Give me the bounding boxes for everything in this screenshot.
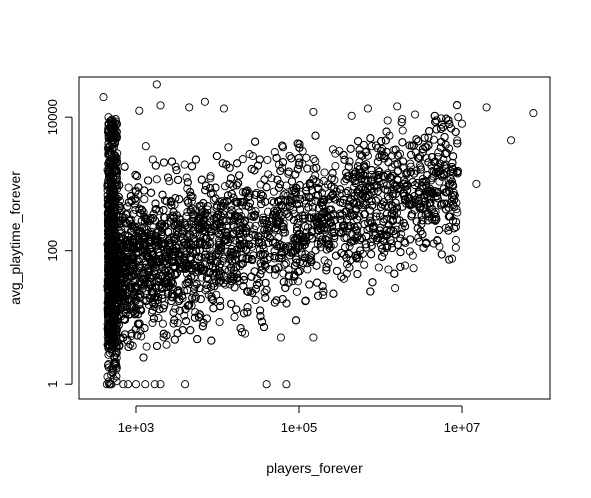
data-point	[347, 145, 354, 152]
data-point	[435, 226, 442, 233]
data-point	[448, 125, 455, 132]
data-point	[341, 156, 348, 163]
data-point	[433, 126, 440, 133]
data-point	[399, 127, 406, 134]
data-point	[361, 261, 368, 268]
data-point	[163, 341, 170, 348]
data-point	[374, 158, 381, 165]
data-point	[312, 158, 319, 165]
data-point	[310, 155, 317, 162]
data-point	[183, 174, 190, 181]
data-point	[302, 298, 309, 305]
data-points	[100, 81, 537, 388]
data-point	[354, 270, 361, 277]
data-point	[384, 117, 391, 124]
data-point	[152, 162, 159, 169]
data-point	[372, 197, 379, 204]
data-point	[368, 251, 375, 258]
data-point	[281, 261, 288, 268]
data-point	[313, 262, 320, 269]
data-point	[252, 138, 259, 145]
data-point	[236, 172, 243, 179]
data-point	[452, 236, 459, 243]
data-point	[283, 300, 290, 307]
data-point	[415, 138, 422, 145]
data-point	[168, 158, 175, 165]
data-point	[179, 327, 186, 334]
data-point	[270, 188, 277, 195]
data-point	[441, 133, 448, 140]
data-point	[234, 160, 241, 167]
data-point	[188, 163, 195, 170]
data-point	[192, 156, 199, 163]
data-point	[348, 112, 355, 119]
data-point	[355, 138, 362, 145]
data-point	[270, 199, 277, 206]
data-point	[252, 296, 259, 303]
data-point	[379, 253, 386, 260]
data-point	[397, 249, 404, 256]
data-point	[261, 176, 268, 183]
data-point	[194, 336, 201, 343]
data-point	[452, 128, 459, 135]
data-point	[217, 303, 224, 310]
data-point	[198, 176, 205, 183]
data-point	[225, 144, 232, 151]
data-point	[174, 330, 181, 337]
data-point	[231, 313, 238, 320]
data-point	[142, 143, 149, 150]
data-point	[399, 139, 406, 146]
data-point	[153, 176, 160, 183]
data-point	[159, 320, 166, 327]
data-point	[450, 153, 457, 160]
data-point	[329, 146, 336, 153]
data-point	[293, 288, 300, 295]
data-point	[397, 263, 404, 270]
data-point	[160, 159, 167, 166]
data-point	[392, 285, 399, 292]
data-point	[303, 154, 310, 161]
data-point	[292, 317, 299, 324]
data-point	[181, 161, 188, 168]
data-point	[411, 111, 418, 118]
data-point	[312, 132, 319, 139]
data-point	[149, 319, 156, 326]
data-point	[221, 183, 228, 190]
data-point	[330, 290, 337, 297]
data-point	[141, 196, 148, 203]
data-point	[375, 264, 382, 271]
data-point	[145, 177, 152, 184]
data-point	[263, 184, 270, 191]
data-point	[216, 318, 223, 325]
data-point	[183, 213, 190, 220]
data-point	[382, 137, 389, 144]
data-point	[125, 184, 132, 191]
data-point	[143, 343, 150, 350]
data-point	[332, 162, 339, 169]
data-point	[140, 354, 147, 361]
data-point	[160, 207, 167, 214]
data-point	[453, 102, 460, 109]
data-point	[391, 270, 398, 277]
data-point	[438, 251, 445, 258]
data-point	[328, 175, 335, 182]
data-point	[121, 163, 128, 170]
data-point	[251, 268, 258, 275]
data-point	[345, 163, 352, 170]
data-point	[262, 294, 269, 301]
data-point	[452, 244, 459, 251]
data-point	[414, 225, 421, 232]
data-point	[306, 281, 313, 288]
data-point	[369, 279, 376, 286]
data-point	[321, 169, 328, 176]
data-point	[129, 342, 136, 349]
data-point	[367, 288, 374, 295]
data-point	[153, 342, 160, 349]
data-point	[286, 152, 293, 159]
data-point	[333, 267, 340, 274]
data-point	[410, 265, 417, 272]
data-point	[264, 156, 271, 163]
